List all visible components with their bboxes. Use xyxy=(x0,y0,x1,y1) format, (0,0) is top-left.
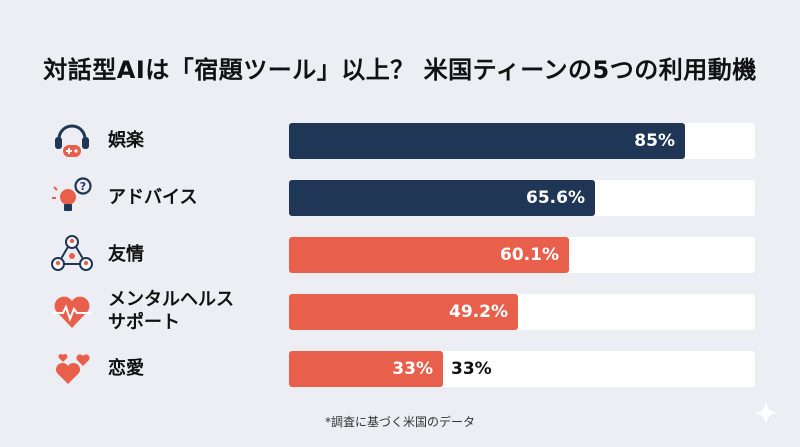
bar-row: ? アドバイス 65.6% xyxy=(0,177,800,217)
hearts-icon xyxy=(55,354,90,384)
bar-row: メンタルヘルス サポート 49.2% xyxy=(0,289,800,333)
people-network-icon xyxy=(51,235,93,271)
category-label: 友情 xyxy=(108,243,144,265)
lightbulb-question-icon: ? xyxy=(52,177,92,211)
bar-track: 49.2% xyxy=(289,294,755,330)
heartbeat-icon xyxy=(53,296,91,328)
bar-value-label: 33% xyxy=(392,359,433,379)
bar-track: 65.6% xyxy=(289,180,755,216)
bar-value-label: 85% xyxy=(634,131,675,151)
bar-row: 娯楽 85% xyxy=(0,120,800,160)
headphones-gamepad-icon xyxy=(55,124,89,157)
bar-row: 恋愛 33% 33% xyxy=(0,348,800,388)
bar: 85% xyxy=(289,123,685,159)
bar: 49.2% xyxy=(289,294,518,330)
category-label: アドバイス xyxy=(108,186,198,208)
bar-row: 友情 60.1% xyxy=(0,234,800,274)
category-label: 娯楽 xyxy=(108,129,144,151)
bar: 65.6% xyxy=(289,180,595,216)
chart-title: 対話型AIは「宿題ツール」以上？ 米国ティーンの5つの利用動機 xyxy=(43,56,757,84)
bar-value-label: 65.6% xyxy=(526,188,585,208)
footnote: *調査に基づく米国のデータ xyxy=(324,415,475,429)
category-label: 恋愛 xyxy=(108,357,144,379)
bar-value-label: 49.2% xyxy=(449,302,508,322)
bar-track: 60.1% xyxy=(289,237,755,273)
bar-track: 33% xyxy=(289,351,755,387)
bar-outside-value-label: 33% xyxy=(451,359,492,379)
bar-track: 85% xyxy=(289,123,755,159)
bar: 60.1% xyxy=(289,237,569,273)
bar: 33% xyxy=(289,351,443,387)
svg-text:?: ? xyxy=(80,180,86,193)
sparkle-icon xyxy=(754,401,778,425)
bar-value-label: 60.1% xyxy=(500,245,559,265)
category-label: メンタルヘルス サポート xyxy=(108,289,234,333)
